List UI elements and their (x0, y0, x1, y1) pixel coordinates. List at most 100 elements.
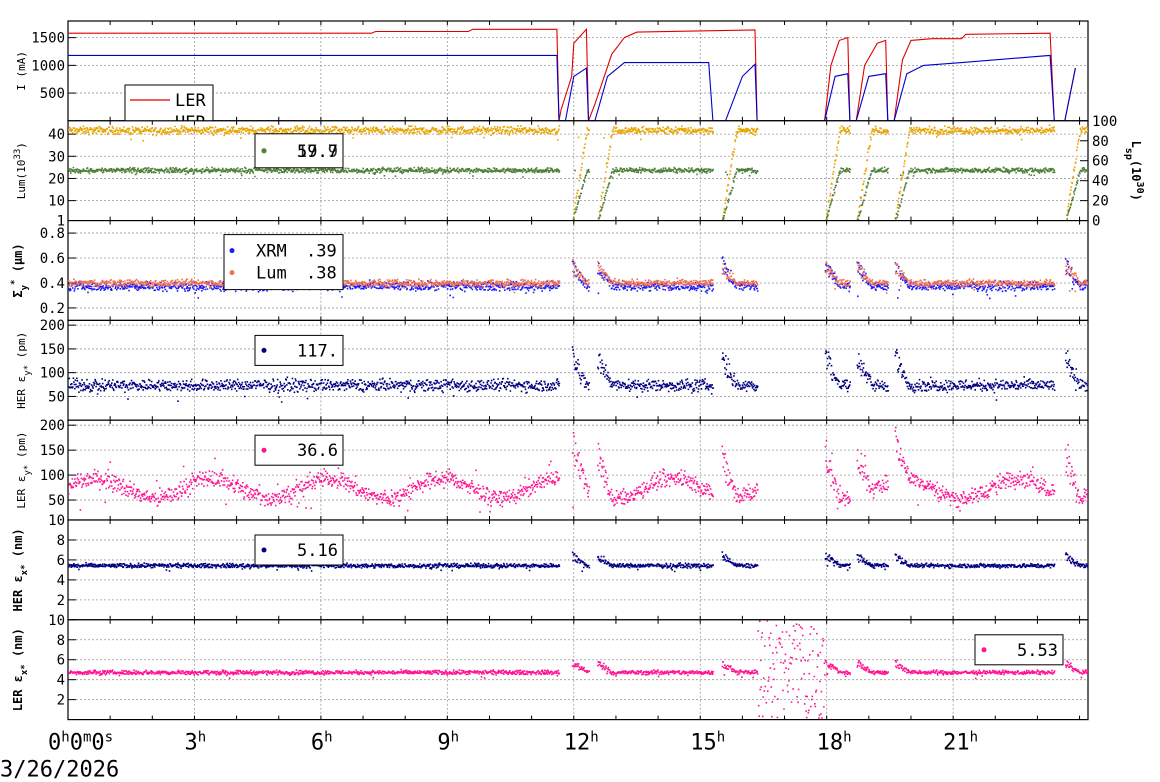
legend-marker (229, 270, 235, 276)
y-tick-label: 10 (48, 513, 65, 529)
y-tick-label: 30 (48, 149, 65, 165)
y2-tick-label: 60 (1092, 154, 1109, 170)
y-tick-label: 6 (57, 553, 65, 569)
y-axis-label: LER εy* (pm) (15, 432, 33, 509)
y-axis-label: LER εx* (nm) (11, 628, 30, 711)
data-area (68, 551, 1088, 573)
y-tick-label: 200 (40, 318, 65, 334)
y-axis-label: I (mA) (15, 51, 28, 91)
legend: XRM .39 Lum .38 (223, 234, 344, 291)
y-axis-label: HER εy* (pm) (15, 332, 33, 409)
data-area (68, 346, 1088, 403)
x-tick-label: 15h (690, 730, 725, 756)
legend-value: 59.7 (297, 142, 338, 162)
series-points-2 (68, 166, 1088, 221)
y-tick-label: 6 (57, 653, 65, 669)
panel-her_eps_x: 2 4 6 8 HER εx* (nm) 5.16 (11, 519, 1089, 621)
x-tick-label: 3h (184, 730, 206, 756)
legend-box (223, 234, 344, 291)
y-tick-label: 50 (48, 493, 65, 509)
legend-marker (229, 248, 235, 254)
x-tick-label: 9h (437, 730, 459, 756)
y-tick-label: 20 (48, 171, 65, 187)
panel-ler_eps_y: 10 50 100 150 200 LER εy* (pm) 36.6 (15, 418, 1089, 529)
data-area (68, 27, 1076, 121)
y-tick-label: 0.8 (40, 226, 65, 242)
legend-value: .39 (306, 242, 337, 262)
y-tick-label: 8 (57, 633, 65, 649)
legend: 5.16 (254, 534, 344, 566)
legend-value: 5.53 (1017, 641, 1058, 661)
legend-label: LER (175, 91, 206, 111)
legend-value: .38 (306, 264, 337, 284)
y-tick-label: 1 (57, 214, 65, 230)
y-tick-label: 10 (48, 194, 65, 210)
y-axis-label: Σy* (μm) (10, 243, 30, 297)
legend-value: 5.16 (297, 541, 338, 561)
legend-label: Lum (256, 264, 287, 284)
y-tick-label: 150 (40, 342, 65, 358)
y-tick-label: 50 (48, 389, 65, 405)
y-tick-label: 40 (48, 127, 65, 143)
legend: 117. (254, 334, 344, 366)
y-tick-label: 100 (40, 366, 65, 382)
legend-value: 36.6 (297, 441, 338, 461)
plot-frame (67, 619, 1089, 721)
data-area (68, 426, 1088, 513)
y-tick-label: 10 (48, 613, 65, 629)
x-tick-label: 18h (817, 730, 852, 756)
legend-marker (261, 547, 267, 553)
y-tick-label: 1000 (31, 58, 65, 74)
legend-box (254, 434, 344, 466)
panel-luminosity: 1 10 20 30 40 Lum(1033) 0 20 40 60 80 100 Lsp(1030) 5… (13, 114, 1146, 230)
plot-frame (67, 20, 1089, 122)
y-tick-label: 0.4 (40, 276, 65, 292)
y-tick-label: 100 (40, 468, 65, 484)
y-tick-label: 4 (57, 673, 65, 689)
y2-tick-label: 40 (1092, 174, 1109, 190)
y-axis-label: HER εx* (nm) (11, 528, 30, 611)
legend-value: 17.9 (297, 142, 338, 162)
date-label: 3/26/2026 (0, 758, 119, 782)
y2-axis-label: Lsp(1030) (1124, 141, 1146, 201)
data-area (68, 124, 1088, 221)
legend-box (974, 634, 1064, 666)
x-tick-label: 21h (943, 730, 978, 756)
legend: 59.717.9 (254, 133, 344, 169)
y-tick-label: 4 (57, 573, 65, 589)
x-tick-label: 6h (311, 730, 333, 756)
y2-tick-label: 100 (1092, 114, 1117, 130)
legend-marker (981, 647, 987, 653)
plot-frame (67, 519, 1089, 621)
y2-tick-label: 20 (1092, 194, 1109, 210)
series-points-1 (68, 551, 1088, 573)
legend-box (254, 133, 344, 169)
y-tick-label: 0.2 (40, 301, 65, 317)
x-tick-label: 0h0m0s (48, 730, 113, 756)
y-tick-label: 150 (40, 443, 65, 459)
series-points-1 (68, 124, 1088, 221)
y-tick-label: 2 (57, 593, 65, 609)
panel-ler_eps_x: 2 4 6 8 10 LER εx* (nm) 5.53 (11, 613, 1089, 721)
series-points-1 (68, 346, 1088, 403)
series-line-her (68, 54, 1076, 121)
y-axis-label: Lum(1033) (13, 142, 28, 199)
y2-tick-label: 0 (1092, 214, 1100, 230)
panel-sigma_y: 0.2 0.4 0.6 0.8 Σy* (μm) XRM .39 Lum .38 (10, 220, 1089, 322)
plot-frame (67, 319, 1089, 421)
series-points-1 (68, 426, 1088, 513)
x-tick-label: 12h (564, 730, 599, 756)
legend-marker (261, 148, 267, 154)
legend-value: 117. (297, 341, 338, 361)
y-tick-label: 2 (57, 693, 65, 709)
legend: 5.53 (974, 634, 1064, 666)
legend-label: XRM (256, 242, 287, 262)
legend-marker (261, 347, 267, 353)
legend: 36.6 (254, 434, 344, 466)
y2-tick-label: 80 (1092, 134, 1109, 150)
legend-box (254, 534, 344, 566)
panel-her_eps_y: 50 100 150 200 HER εy* (pm) 117. (15, 318, 1089, 421)
y-tick-label: 1500 (31, 31, 65, 47)
